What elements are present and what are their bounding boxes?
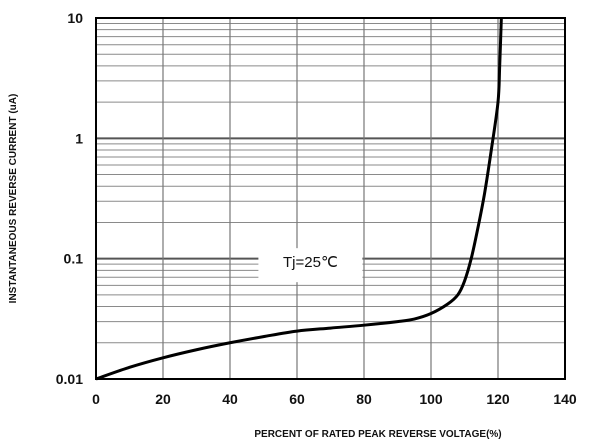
- x-tick-label: 40: [222, 391, 238, 407]
- y-tick-label: 0.01: [56, 371, 83, 387]
- grid: [96, 18, 565, 379]
- series-line: [95, 17, 503, 381]
- annotation-group: Tj=25℃: [258, 248, 363, 283]
- x-tick-label: 100: [419, 391, 443, 407]
- x-tick-label: 80: [356, 391, 372, 407]
- x-tick-label: 0: [92, 391, 100, 407]
- annotation-background: [258, 248, 363, 283]
- y-tick-label: 1: [75, 130, 83, 146]
- x-tick-label: 60: [289, 391, 305, 407]
- y-axis-label: INSTANTANEOUS REVERSE CURRENT (uA): [8, 94, 19, 304]
- plot-frame: [95, 17, 566, 380]
- x-tick-label: 140: [553, 391, 577, 407]
- y-tick-labels: 0.01 0.1 1 10: [56, 10, 83, 387]
- x-tick-label: 20: [155, 391, 171, 407]
- y-tick-label: 10: [67, 10, 83, 26]
- x-axis-label: PERCENT OF RATED PEAK REVERSE VOLTAGE(%): [254, 429, 501, 440]
- annotation-text: Tj=25℃: [283, 254, 338, 271]
- x-tick-label: 120: [486, 391, 510, 407]
- x-tick-labels: 0 20 40 60 80 100 120 140: [92, 391, 577, 407]
- y-tick-label: 0.1: [64, 251, 84, 267]
